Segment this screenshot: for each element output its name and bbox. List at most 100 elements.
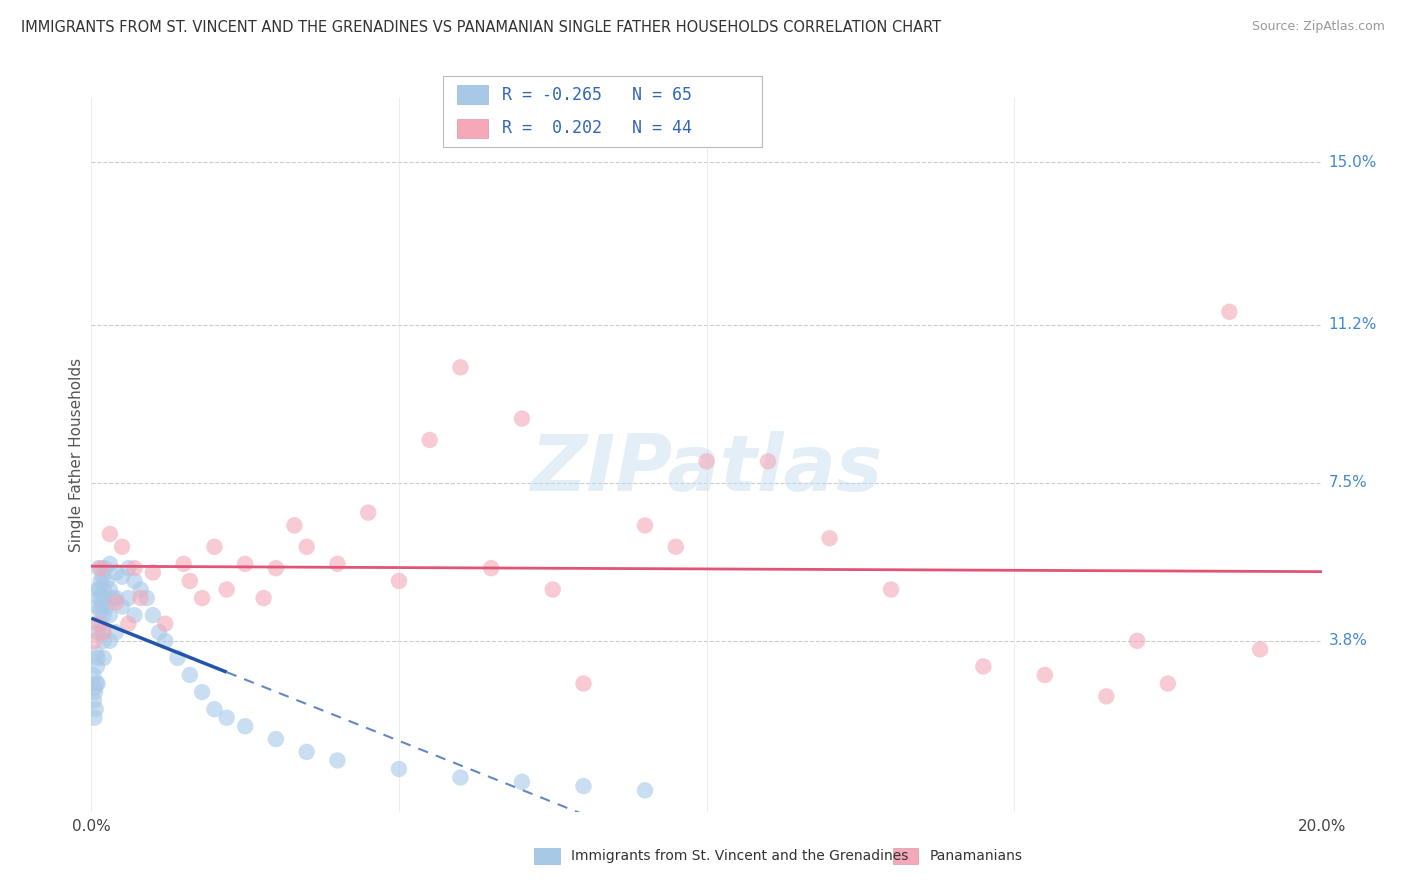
Point <box>86 651 108 665</box>
Point <box>83 711 105 725</box>
Point <box>295 540 318 554</box>
Point <box>449 771 471 785</box>
Text: Immigrants from St. Vincent and the Grenadines: Immigrants from St. Vincent and the Gren… <box>571 849 908 863</box>
Point <box>86 582 108 597</box>
Point <box>93 625 115 640</box>
Point <box>87 591 110 605</box>
Point <box>93 608 115 623</box>
Point <box>479 561 502 575</box>
Point <box>253 591 276 605</box>
Point <box>634 518 657 533</box>
Point <box>111 570 134 584</box>
Point <box>96 599 118 614</box>
Point <box>419 433 441 447</box>
Point <box>93 582 115 597</box>
Point <box>90 616 112 631</box>
Point <box>880 582 903 597</box>
Point <box>202 702 225 716</box>
Point <box>124 574 146 588</box>
Point <box>105 625 127 640</box>
Point <box>129 591 152 605</box>
Point <box>91 625 114 640</box>
Point <box>93 633 115 648</box>
Point <box>86 599 108 614</box>
Point <box>665 540 688 554</box>
Point <box>510 411 533 425</box>
Point <box>1249 642 1271 657</box>
Point <box>326 754 349 768</box>
Point <box>86 676 108 690</box>
Point <box>98 557 121 571</box>
Point <box>634 783 657 797</box>
Point <box>264 732 287 747</box>
Point <box>215 711 238 725</box>
Point <box>153 633 177 648</box>
Point <box>98 633 121 648</box>
Point <box>96 574 118 588</box>
Point <box>191 685 214 699</box>
Point <box>572 779 595 793</box>
Point <box>153 616 177 631</box>
Point <box>264 561 287 575</box>
Point <box>1218 305 1240 319</box>
Point <box>696 454 718 468</box>
Text: ZIPatlas: ZIPatlas <box>530 431 883 508</box>
Point <box>449 360 471 375</box>
Point <box>148 625 170 640</box>
Point <box>86 676 108 690</box>
Point <box>124 608 146 623</box>
Point <box>572 676 595 690</box>
Point <box>202 540 225 554</box>
Point <box>142 608 165 623</box>
Point <box>541 582 564 597</box>
Point <box>111 599 134 614</box>
Point <box>83 681 105 695</box>
Point <box>91 570 114 584</box>
Point <box>84 702 107 716</box>
Text: 7.5%: 7.5% <box>1329 475 1368 491</box>
Point <box>388 574 411 588</box>
Text: 11.2%: 11.2% <box>1329 317 1376 332</box>
Point <box>86 647 108 661</box>
Point <box>1126 633 1149 648</box>
Point <box>357 506 380 520</box>
Point <box>756 454 779 468</box>
Point <box>233 719 256 733</box>
Point <box>83 693 105 707</box>
Point <box>326 557 349 571</box>
Text: 3.8%: 3.8% <box>1329 633 1368 648</box>
Point <box>94 561 117 575</box>
Point <box>117 561 139 575</box>
Point <box>179 668 201 682</box>
Point <box>86 616 108 631</box>
Point <box>101 591 124 605</box>
Point <box>94 591 117 605</box>
Text: Panamanians: Panamanians <box>929 849 1022 863</box>
Text: Source: ZipAtlas.com: Source: ZipAtlas.com <box>1251 20 1385 33</box>
Point <box>87 561 110 575</box>
Point <box>105 591 127 605</box>
Text: R = -0.265   N = 65: R = -0.265 N = 65 <box>502 86 692 103</box>
Point <box>166 651 188 665</box>
Point <box>191 591 214 605</box>
Point <box>98 608 121 623</box>
Point <box>86 659 108 673</box>
Point <box>98 527 121 541</box>
Point <box>388 762 411 776</box>
Point <box>972 659 994 673</box>
Point <box>82 668 104 682</box>
Point <box>105 566 127 580</box>
Point <box>179 574 201 588</box>
Point <box>89 582 111 597</box>
Point <box>111 540 134 554</box>
Point <box>818 531 841 545</box>
Point <box>1033 668 1056 682</box>
Point <box>124 561 146 575</box>
Point <box>90 574 112 588</box>
Point <box>90 599 112 614</box>
Point <box>295 745 318 759</box>
Point <box>510 774 533 789</box>
Point <box>142 566 165 580</box>
Point <box>173 557 195 571</box>
Point <box>93 651 115 665</box>
